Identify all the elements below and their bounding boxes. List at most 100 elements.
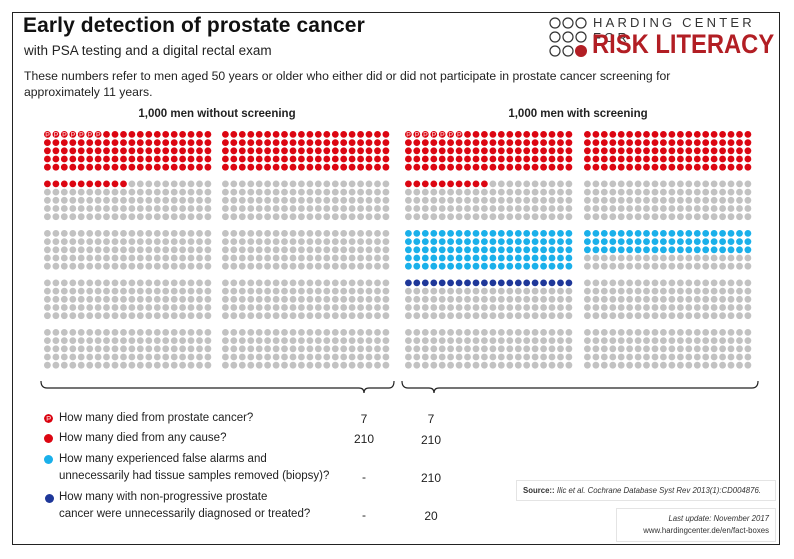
dot-died-any: [162, 139, 170, 147]
dot-unaffected: [153, 361, 161, 369]
dot-unaffected: [103, 337, 110, 344]
dot-died-any: [196, 131, 203, 138]
dot-unaffected: [323, 254, 331, 262]
dot-died-any: [128, 147, 136, 155]
dot-unaffected: [668, 337, 676, 344]
dot-died-prostate: [438, 131, 446, 138]
dot-unaffected: [719, 361, 726, 369]
prostate-marker-icon: [432, 132, 437, 137]
dot-died-any: [710, 139, 718, 147]
dot-unaffected: [643, 279, 650, 287]
dot-died-any: [374, 147, 381, 155]
dot-died-any: [103, 180, 110, 188]
dot-unaffected: [668, 196, 676, 204]
dot-unaffected: [736, 361, 743, 369]
dot-unaffected: [94, 246, 102, 254]
dot-died-any: [668, 155, 676, 163]
dot-died-any: [238, 139, 246, 147]
dot-unaffected: [111, 188, 119, 196]
dot-died-any: [86, 155, 94, 163]
dot-unaffected: [727, 188, 735, 196]
dot-unaffected: [382, 287, 390, 295]
dot-unaffected: [617, 345, 625, 353]
dot-false-alarm: [464, 262, 471, 270]
dot-unaffected: [651, 196, 659, 204]
dot-false-alarm: [481, 262, 488, 270]
dot-died-prostate: [94, 131, 102, 138]
dot-unaffected: [413, 345, 421, 353]
prostate-marker-icon: [71, 132, 76, 137]
dot-unaffected: [94, 196, 102, 204]
dot-unaffected: [222, 295, 229, 303]
dot-unaffected: [179, 230, 187, 237]
dot-unaffected: [247, 230, 255, 237]
dot-died-any: [719, 155, 726, 163]
dot-unaffected: [702, 262, 710, 270]
dot-unaffected: [264, 295, 271, 303]
dot-unaffected: [120, 262, 127, 270]
fact-box-url[interactable]: www.hardingcenter.de/en/fact-boxes: [643, 526, 769, 535]
dot-unaffected: [281, 279, 288, 287]
dot-unaffected: [120, 230, 127, 237]
dot-unaffected: [69, 361, 77, 369]
dot-unaffected: [86, 287, 94, 295]
dot-died-any: [247, 163, 255, 171]
dot-unaffected: [264, 196, 271, 204]
dot-false-alarm: [413, 230, 421, 237]
dot-unaffected: [514, 304, 522, 311]
dot-unaffected: [281, 304, 288, 311]
dot-unaffected: [348, 196, 356, 204]
dot-died-any: [298, 131, 305, 138]
dot-unaffected: [136, 345, 144, 353]
dot-unaffected: [430, 337, 438, 344]
dot-unaffected: [196, 180, 203, 188]
dot-died-any: [382, 139, 390, 147]
dot-unaffected: [94, 287, 102, 295]
dot-died-any: [170, 163, 178, 171]
dot-died-any: [357, 155, 364, 163]
value-with-died-prostate: 7: [427, 412, 435, 426]
dot-unaffected: [357, 262, 364, 270]
dot-unaffected: [643, 345, 650, 353]
dot-died-any: [609, 163, 617, 171]
dot-unaffected: [634, 188, 642, 196]
dot-unaffected: [69, 254, 77, 262]
dot-unaffected: [331, 329, 339, 336]
dot-died-any: [289, 131, 297, 138]
dot-died-any: [289, 147, 297, 155]
dot-died-any: [702, 163, 710, 171]
dot-died-any: [179, 139, 187, 147]
dot-unaffected: [438, 196, 446, 204]
dot-unaffected: [120, 353, 127, 361]
dot-unaffected: [247, 188, 255, 196]
dot-unaffected: [472, 196, 480, 204]
dot-unaffected: [238, 304, 246, 311]
dot-unaffected: [584, 287, 591, 295]
dot-unaffected: [693, 329, 701, 336]
dot-unaffected: [247, 361, 255, 369]
dot-unaffected: [77, 361, 85, 369]
dot-died-any: [514, 131, 522, 138]
dot-unaffected: [677, 262, 684, 270]
dot-died-any: [565, 131, 573, 138]
dot-unaffected: [111, 312, 119, 320]
dot-unaffected: [744, 345, 752, 353]
dot-died-any: [677, 147, 684, 155]
dot-died-any: [565, 155, 573, 163]
dot-unaffected: [222, 345, 229, 353]
dot-unaffected: [584, 361, 591, 369]
dot-unaffected: [128, 345, 136, 353]
dot-false-alarm: [405, 254, 412, 262]
dot-died-any: [103, 163, 110, 171]
dot-unaffected: [145, 279, 153, 287]
dot-unaffected: [60, 205, 68, 212]
dot-died-any: [472, 155, 480, 163]
dot-unaffected: [626, 205, 633, 212]
dot-unaffected: [230, 196, 238, 204]
dot-unaffected: [86, 213, 94, 221]
dot-unaffected: [281, 213, 288, 221]
dot-unaffected: [523, 304, 531, 311]
dot-died-any: [281, 155, 288, 163]
dot-unaffected: [314, 345, 322, 353]
dot-died-any: [60, 180, 68, 188]
